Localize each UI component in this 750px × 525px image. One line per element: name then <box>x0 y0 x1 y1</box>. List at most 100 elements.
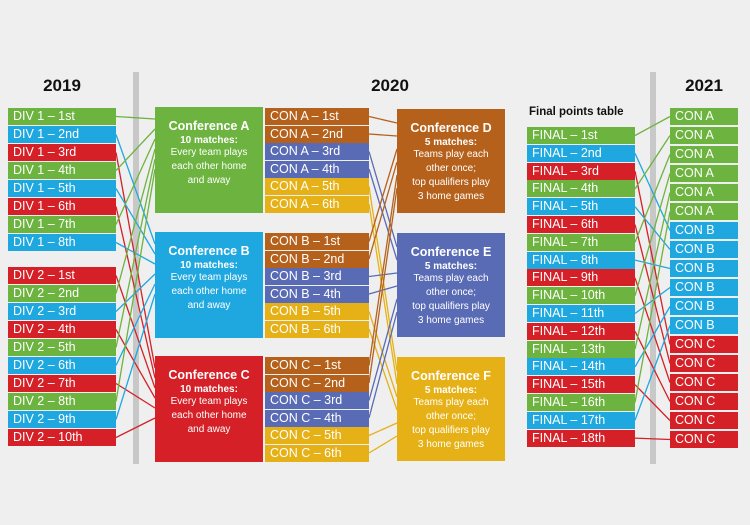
connector-line <box>115 152 156 369</box>
final-table-entry: FINAL – 3rd <box>527 162 635 180</box>
con-position-entry: CON B – 5th <box>265 303 369 320</box>
div2-entry: DIV 2 – 10th <box>8 429 116 446</box>
connector-line <box>115 115 156 120</box>
con-position-entry: CON B – 6th <box>265 320 369 338</box>
conf-2021-entry: CON C <box>670 374 738 391</box>
conf-2021-entry: CON B <box>670 279 738 296</box>
div2-entry: DIV 2 – 3rd <box>8 303 116 320</box>
con-position-entry: CON A – 6th <box>265 195 369 213</box>
final-table-entry: FINAL – 8th <box>527 251 635 269</box>
conference-e-box: Conference E 5 matches: Teams play each oth… <box>397 233 505 337</box>
conference-description: each other home <box>171 410 247 421</box>
connector-line <box>634 384 671 421</box>
div1-entry: DIV 1 – 6th <box>8 198 116 215</box>
connector-line <box>634 325 671 421</box>
conference-a-box: Conference A 10 matches: Every team plays e… <box>155 107 263 213</box>
connector-line <box>368 133 398 137</box>
connector-line <box>634 277 671 383</box>
connector-line <box>368 435 398 454</box>
conference-description: top qualifiers play <box>412 177 490 188</box>
div2-entry: DIV 2 – 9th <box>8 411 116 428</box>
conference-title: Conference E <box>410 245 492 259</box>
final-table-entry: FINAL – 4th <box>527 180 635 198</box>
connector-line <box>368 148 398 242</box>
connector-line <box>115 283 156 366</box>
conf-2021-entry: CON A <box>670 184 738 201</box>
div2-entry: DIV 2 – 6th <box>8 357 116 374</box>
final-table-entry: FINAL – 14th <box>527 358 635 376</box>
connector-line <box>115 168 156 402</box>
year-2021-heading: 2021 <box>685 76 723 95</box>
div2-entry: DIV 2 – 2nd <box>8 285 116 302</box>
connector-line <box>115 329 156 399</box>
final-table-entry: FINAL – 9th <box>527 269 635 287</box>
connector-line <box>115 148 156 294</box>
final-table-entry: FINAL – 18th <box>527 429 635 447</box>
div1-entry: DIV 1 – 5th <box>8 180 116 197</box>
conf-2021-entry: CON B <box>670 298 738 315</box>
connector-line <box>368 311 398 398</box>
divider-2019-2020 <box>133 72 139 464</box>
connector-line <box>368 328 398 411</box>
conference-f-box: Conference F 5 matches: Teams play each oth… <box>397 357 505 461</box>
connector-line <box>634 437 671 441</box>
con-position-entry: CON B – 3rd <box>265 268 369 285</box>
con-position-entry: CON A – 4th <box>265 160 369 178</box>
year-2020-heading: 2020 <box>371 76 409 95</box>
conference-description: other once; <box>425 411 477 422</box>
conference-matches: 10 matches: <box>180 135 238 146</box>
connector-line <box>368 203 398 385</box>
final-table-entry: FINAL – 10th <box>527 287 635 305</box>
conf-2021-entry: CON B <box>670 241 738 258</box>
conference-description: and away <box>187 424 231 435</box>
final-table-entry: FINAL – 15th <box>527 376 635 394</box>
final-table-entry: FINAL – 12th <box>527 322 635 340</box>
conference-description: top qualifiers play <box>412 301 490 312</box>
conference-description: Every team plays <box>170 147 248 158</box>
conference-matches: 5 matches: <box>424 385 478 396</box>
conference-c-box: Conference C 10 matches: Every team plays e… <box>155 356 263 462</box>
connector-line <box>368 115 398 124</box>
con-position-entry: CON A – 3rd <box>265 143 369 160</box>
con-position-entry: CON C – 2nd <box>265 374 369 392</box>
connector-line <box>115 273 156 312</box>
conference-matches: 10 matches: <box>180 260 238 271</box>
connector-line <box>634 192 671 350</box>
conference-title: Conference F <box>411 369 491 383</box>
year-2019-heading: 2019 <box>43 76 81 95</box>
div2-entry: DIV 2 – 1st <box>8 267 116 284</box>
div2-entry: DIV 2 – 8th <box>8 393 116 410</box>
final-table-entry: FINAL – 13th <box>527 340 635 358</box>
con-position-entry: CON B – 2nd <box>265 250 369 268</box>
conference-description: Teams play each <box>413 273 489 284</box>
final-table-entry: FINAL – 16th <box>527 394 635 411</box>
con-position-entry: CON C – 4th <box>265 409 369 427</box>
connector-line <box>368 151 398 248</box>
conference-description: 3 home games <box>417 439 485 450</box>
final-table-entry: FINAL – 2nd <box>527 144 635 162</box>
div1-entry: DIV 1 – 7th <box>8 216 116 233</box>
final-table-title: Final points table <box>529 106 624 118</box>
final-table-entry: FINAL – 1st <box>527 127 635 144</box>
conference-description: each other home <box>171 161 247 172</box>
conference-description: Every team plays <box>170 272 248 283</box>
conference-description: Teams play each <box>413 149 489 160</box>
conference-title: Conference B <box>168 244 250 258</box>
con-position-entry: CON A – 1st <box>265 108 369 125</box>
div2-entry: DIV 2 – 7th <box>8 375 116 392</box>
connector-line <box>115 128 156 171</box>
connector-line <box>115 275 156 389</box>
connector-line <box>115 417 156 439</box>
con-position-entry: CON B – 1st <box>265 233 369 250</box>
conf-2021-entry: CON B <box>670 317 738 334</box>
connector-line <box>368 311 398 419</box>
connector-line <box>368 161 398 260</box>
connector-line <box>115 382 156 409</box>
conference-description: and away <box>187 175 231 186</box>
conference-title: Conference C <box>168 368 250 382</box>
conf-2021-entry: CON C <box>670 336 738 353</box>
con-position-entry: CON C – 1st <box>265 357 369 374</box>
conf-2021-entry: CON B <box>670 260 738 277</box>
div1-entry: DIV 1 – 2nd <box>8 126 116 143</box>
